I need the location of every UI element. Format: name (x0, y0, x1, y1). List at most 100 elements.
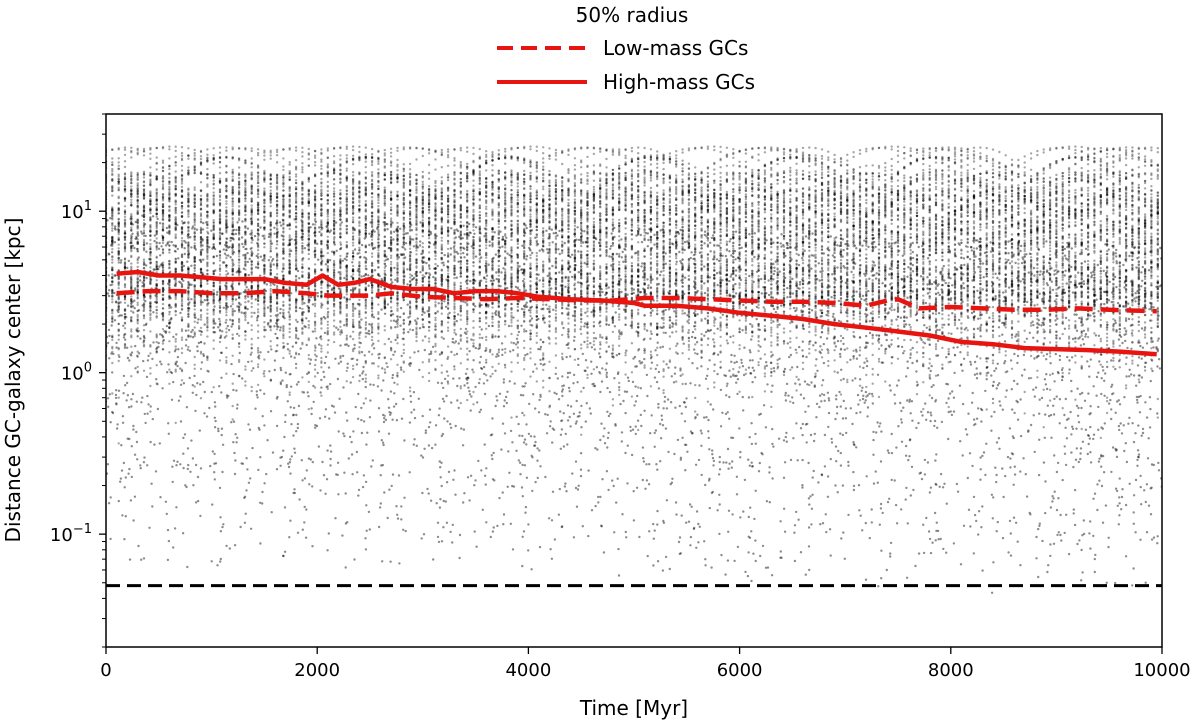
gc-point (168, 192, 171, 195)
gc-point (675, 252, 678, 256)
gc-point (478, 333, 481, 336)
gc-point (573, 358, 577, 361)
gc-point (852, 217, 855, 221)
gc-point (1099, 224, 1103, 228)
gc-point (548, 208, 551, 212)
gc-point (915, 310, 919, 313)
gc-point (434, 322, 437, 326)
gc-point (580, 244, 583, 248)
gc-point (250, 324, 253, 327)
gc-point (377, 374, 380, 377)
gc-point (1105, 286, 1109, 290)
gc-point (161, 193, 165, 196)
gc-point (535, 225, 538, 229)
gc-point (288, 205, 291, 208)
gc-point (991, 212, 995, 215)
gc-point (364, 208, 367, 211)
gc-point (985, 222, 988, 226)
gc-point (256, 383, 260, 387)
gc-point (301, 242, 304, 245)
gc-point (111, 338, 114, 342)
gc-point (960, 174, 963, 177)
gc-point (307, 221, 310, 225)
gc-point (301, 212, 304, 215)
gc-point (497, 187, 500, 191)
gc-point (966, 250, 969, 253)
gc-point (1156, 206, 1160, 209)
gc-point (446, 216, 450, 219)
gc-point (960, 205, 963, 208)
gc-point (744, 241, 748, 244)
gc-point (529, 243, 532, 246)
gc-point (928, 357, 931, 361)
gc-point (757, 262, 760, 265)
gc-point (244, 213, 247, 217)
gc-point (580, 222, 583, 225)
gc-point (136, 301, 139, 304)
gc-point (580, 192, 583, 196)
gc-point (820, 236, 824, 239)
gc-point (149, 254, 152, 257)
gc-point (446, 329, 450, 332)
gc-point (415, 233, 418, 236)
gc-point (580, 262, 583, 265)
gc-point (618, 188, 621, 191)
gc-point (922, 381, 925, 384)
gc-point (516, 191, 519, 194)
gc-point (1118, 240, 1122, 244)
gc-point (225, 264, 228, 267)
gc-point (751, 210, 754, 213)
gc-point (332, 216, 336, 220)
gc-point (839, 196, 843, 200)
gc-point (408, 206, 412, 210)
gc-point (991, 215, 995, 219)
gc-point (928, 362, 931, 365)
gc-point (580, 194, 583, 197)
gc-point (846, 221, 849, 224)
gc-point (725, 242, 729, 246)
gc-point (846, 197, 849, 201)
gc-point (111, 189, 114, 192)
gc-point (130, 222, 133, 226)
gc-point (510, 219, 513, 223)
gc-point (377, 205, 380, 208)
gc-point (611, 330, 615, 334)
gc-point (865, 198, 868, 202)
gc-point (947, 264, 950, 267)
gc-point (1036, 215, 1039, 218)
gc-point (1048, 247, 1052, 250)
gc-point (858, 205, 862, 208)
gc-point (459, 206, 462, 209)
gc-point (763, 230, 767, 233)
gc-point (491, 198, 494, 201)
gc-point (1036, 181, 1039, 185)
gc-point (580, 310, 583, 313)
gc-point (776, 263, 779, 266)
gc-point (351, 148, 355, 152)
gc-point (1023, 247, 1026, 251)
gc-point (1086, 263, 1090, 266)
gc-point (294, 205, 298, 209)
gc-point (275, 214, 279, 218)
gc-point (351, 244, 355, 247)
gc-point (877, 232, 881, 236)
gc-point (250, 200, 253, 203)
gc-point (440, 180, 443, 183)
gc-point (656, 199, 659, 203)
gc-point (542, 271, 545, 274)
gc-point (738, 366, 741, 369)
gc-point (320, 148, 323, 151)
gc-point (440, 312, 443, 315)
gc-point (301, 247, 304, 251)
gc-point (535, 254, 538, 258)
gc-point (782, 342, 786, 345)
gc-point (1143, 239, 1147, 242)
gc-point (453, 213, 456, 216)
gc-point (516, 231, 519, 234)
gc-point (656, 267, 659, 271)
gc-point (123, 187, 127, 191)
gc-point (934, 203, 938, 206)
gc-point (231, 243, 234, 247)
gc-point (1074, 299, 1077, 302)
gc-point (244, 217, 247, 221)
